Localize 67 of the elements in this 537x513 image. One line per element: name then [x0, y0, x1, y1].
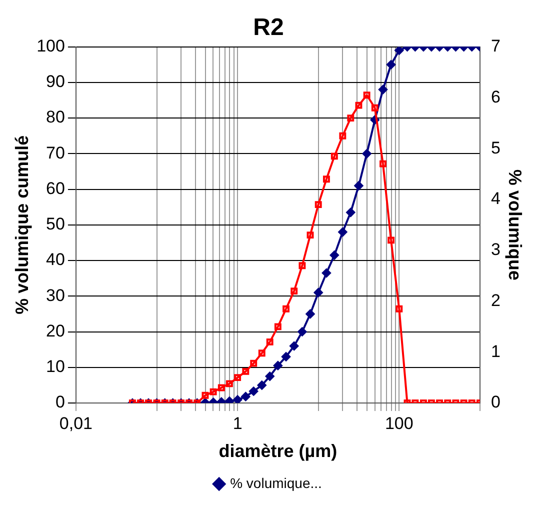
- point: [322, 176, 330, 183]
- x-tick-label: 1: [232, 414, 242, 433]
- point: [314, 201, 322, 208]
- point: [234, 374, 242, 382]
- y2-tick-label: 0: [490, 392, 500, 412]
- point: [250, 360, 258, 367]
- point: [330, 152, 338, 160]
- point: [306, 309, 315, 318]
- y-tick-label: 70: [46, 143, 65, 162]
- point: [339, 132, 346, 140]
- x-tick-label: 100: [384, 414, 414, 433]
- point: [233, 395, 242, 403]
- chart-title: R2: [253, 14, 284, 42]
- y2-tick-label: 6: [490, 87, 500, 106]
- point: [298, 262, 306, 270]
- point: [314, 288, 323, 298]
- point: [202, 392, 209, 399]
- point: [322, 268, 331, 278]
- point: [396, 305, 403, 312]
- point: [388, 236, 395, 244]
- point: [378, 85, 388, 94]
- y-tick-label: 50: [46, 214, 65, 234]
- point: [347, 114, 354, 122]
- point: [210, 388, 217, 396]
- point: [354, 181, 364, 190]
- point: [363, 92, 370, 99]
- y2-tick-label: 2: [490, 290, 500, 310]
- point: [258, 350, 266, 357]
- point: [274, 323, 282, 330]
- y-tick-label: 20: [46, 321, 65, 340]
- y-tick-label: 10: [46, 357, 65, 376]
- y2-axis-title: % volumique: [505, 169, 526, 280]
- point: [290, 288, 298, 295]
- y2-tick-label: 1: [490, 342, 500, 361]
- y-axis-title: % volumique cumulé: [12, 135, 32, 314]
- y-tick-label: 40: [46, 250, 65, 270]
- y-tick-label: 60: [46, 178, 65, 198]
- y-tick-label: 100: [36, 36, 65, 56]
- point: [226, 380, 233, 388]
- y-tick-label: 30: [46, 286, 65, 305]
- point: [265, 372, 274, 381]
- point: [346, 208, 356, 217]
- y-tick-label: 80: [46, 108, 65, 127]
- point: [273, 361, 282, 370]
- point: [218, 384, 225, 392]
- point: [242, 368, 250, 375]
- point: [330, 250, 339, 260]
- y2-tick-label: 4: [490, 189, 500, 208]
- y-tick-label: 0: [55, 392, 65, 412]
- y2-tick-label: 5: [490, 138, 500, 158]
- legend-label: % volumique...: [230, 474, 322, 491]
- point: [306, 232, 314, 239]
- point: [380, 160, 386, 168]
- y2-tick-label: 3: [490, 240, 500, 260]
- y2-tick-label: 7: [490, 36, 500, 56]
- point: [362, 149, 372, 158]
- point: [371, 104, 378, 112]
- point: [290, 342, 299, 351]
- point: [355, 102, 362, 109]
- point: [338, 228, 348, 237]
- x-axis-title: diamètre (µm): [218, 441, 338, 462]
- x-tick-label: 0,01: [59, 414, 93, 433]
- point: [282, 305, 290, 312]
- point: [282, 352, 291, 362]
- point: [298, 327, 307, 336]
- point: [266, 338, 274, 346]
- y-tick-label: 90: [46, 72, 65, 92]
